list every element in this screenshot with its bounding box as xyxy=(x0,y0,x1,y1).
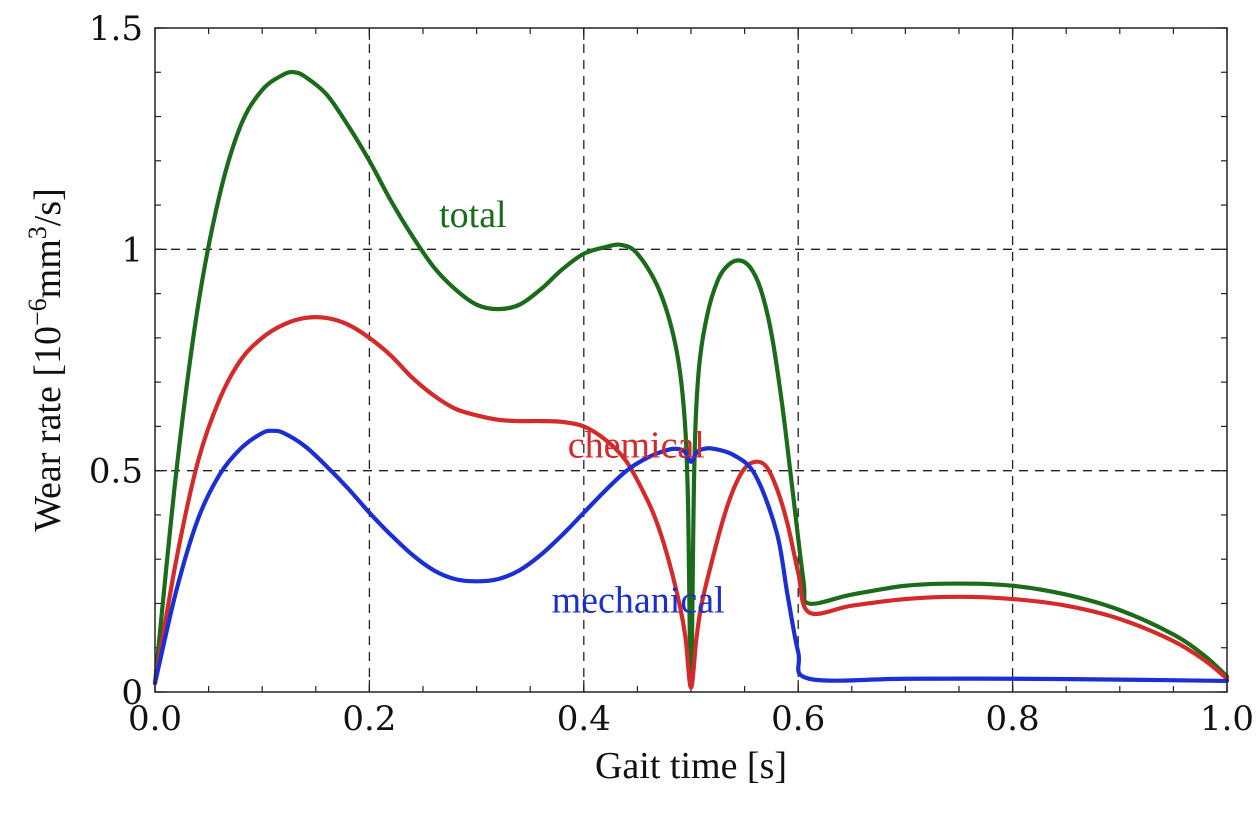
series-line-total xyxy=(152,69,1230,686)
series-label-mechanical: mechanical xyxy=(552,579,725,621)
y-axis-title: Wear rate [10−6mm3/s] xyxy=(23,188,70,532)
series-label-chemical: chemical xyxy=(568,424,705,466)
x-axis-title: Gait time [s] xyxy=(595,745,787,787)
y-axis-title-suffix: /s] xyxy=(27,188,69,226)
y-axis-title-exp2: 3 xyxy=(23,226,52,239)
x-tick-label: 0.4 xyxy=(557,699,611,739)
x-tick-label: 1.0 xyxy=(1200,699,1254,739)
x-tick-label: 0.8 xyxy=(986,699,1040,739)
y-tick-label: 0 xyxy=(121,673,143,713)
y-axis-title-exp1: −6 xyxy=(23,298,52,326)
tick-labels: 0.0 0.2 0.4 0.6 0.8 1.0 0 0.5 1 1.5 xyxy=(89,9,1254,739)
series-label-total: total xyxy=(439,194,507,236)
x-tick-label: 0.6 xyxy=(771,699,825,739)
y-tick-label: 0.5 xyxy=(89,452,143,492)
series-lines xyxy=(152,69,1230,690)
series-line-chemical xyxy=(152,315,1230,690)
x-tick-label: 0.2 xyxy=(342,699,396,739)
y-tick-label: 1.5 xyxy=(89,9,143,49)
series-annotations: total chemical mechanical xyxy=(439,194,725,621)
plot-frame xyxy=(154,27,1228,693)
x-tick-label: 0.0 xyxy=(128,699,182,739)
y-axis-title-mid: mm xyxy=(27,239,69,298)
y-tick-label: 1 xyxy=(121,230,143,270)
series-line-mechanical xyxy=(152,428,1230,686)
y-axis-title-prefix: Wear rate [10 xyxy=(27,326,69,532)
